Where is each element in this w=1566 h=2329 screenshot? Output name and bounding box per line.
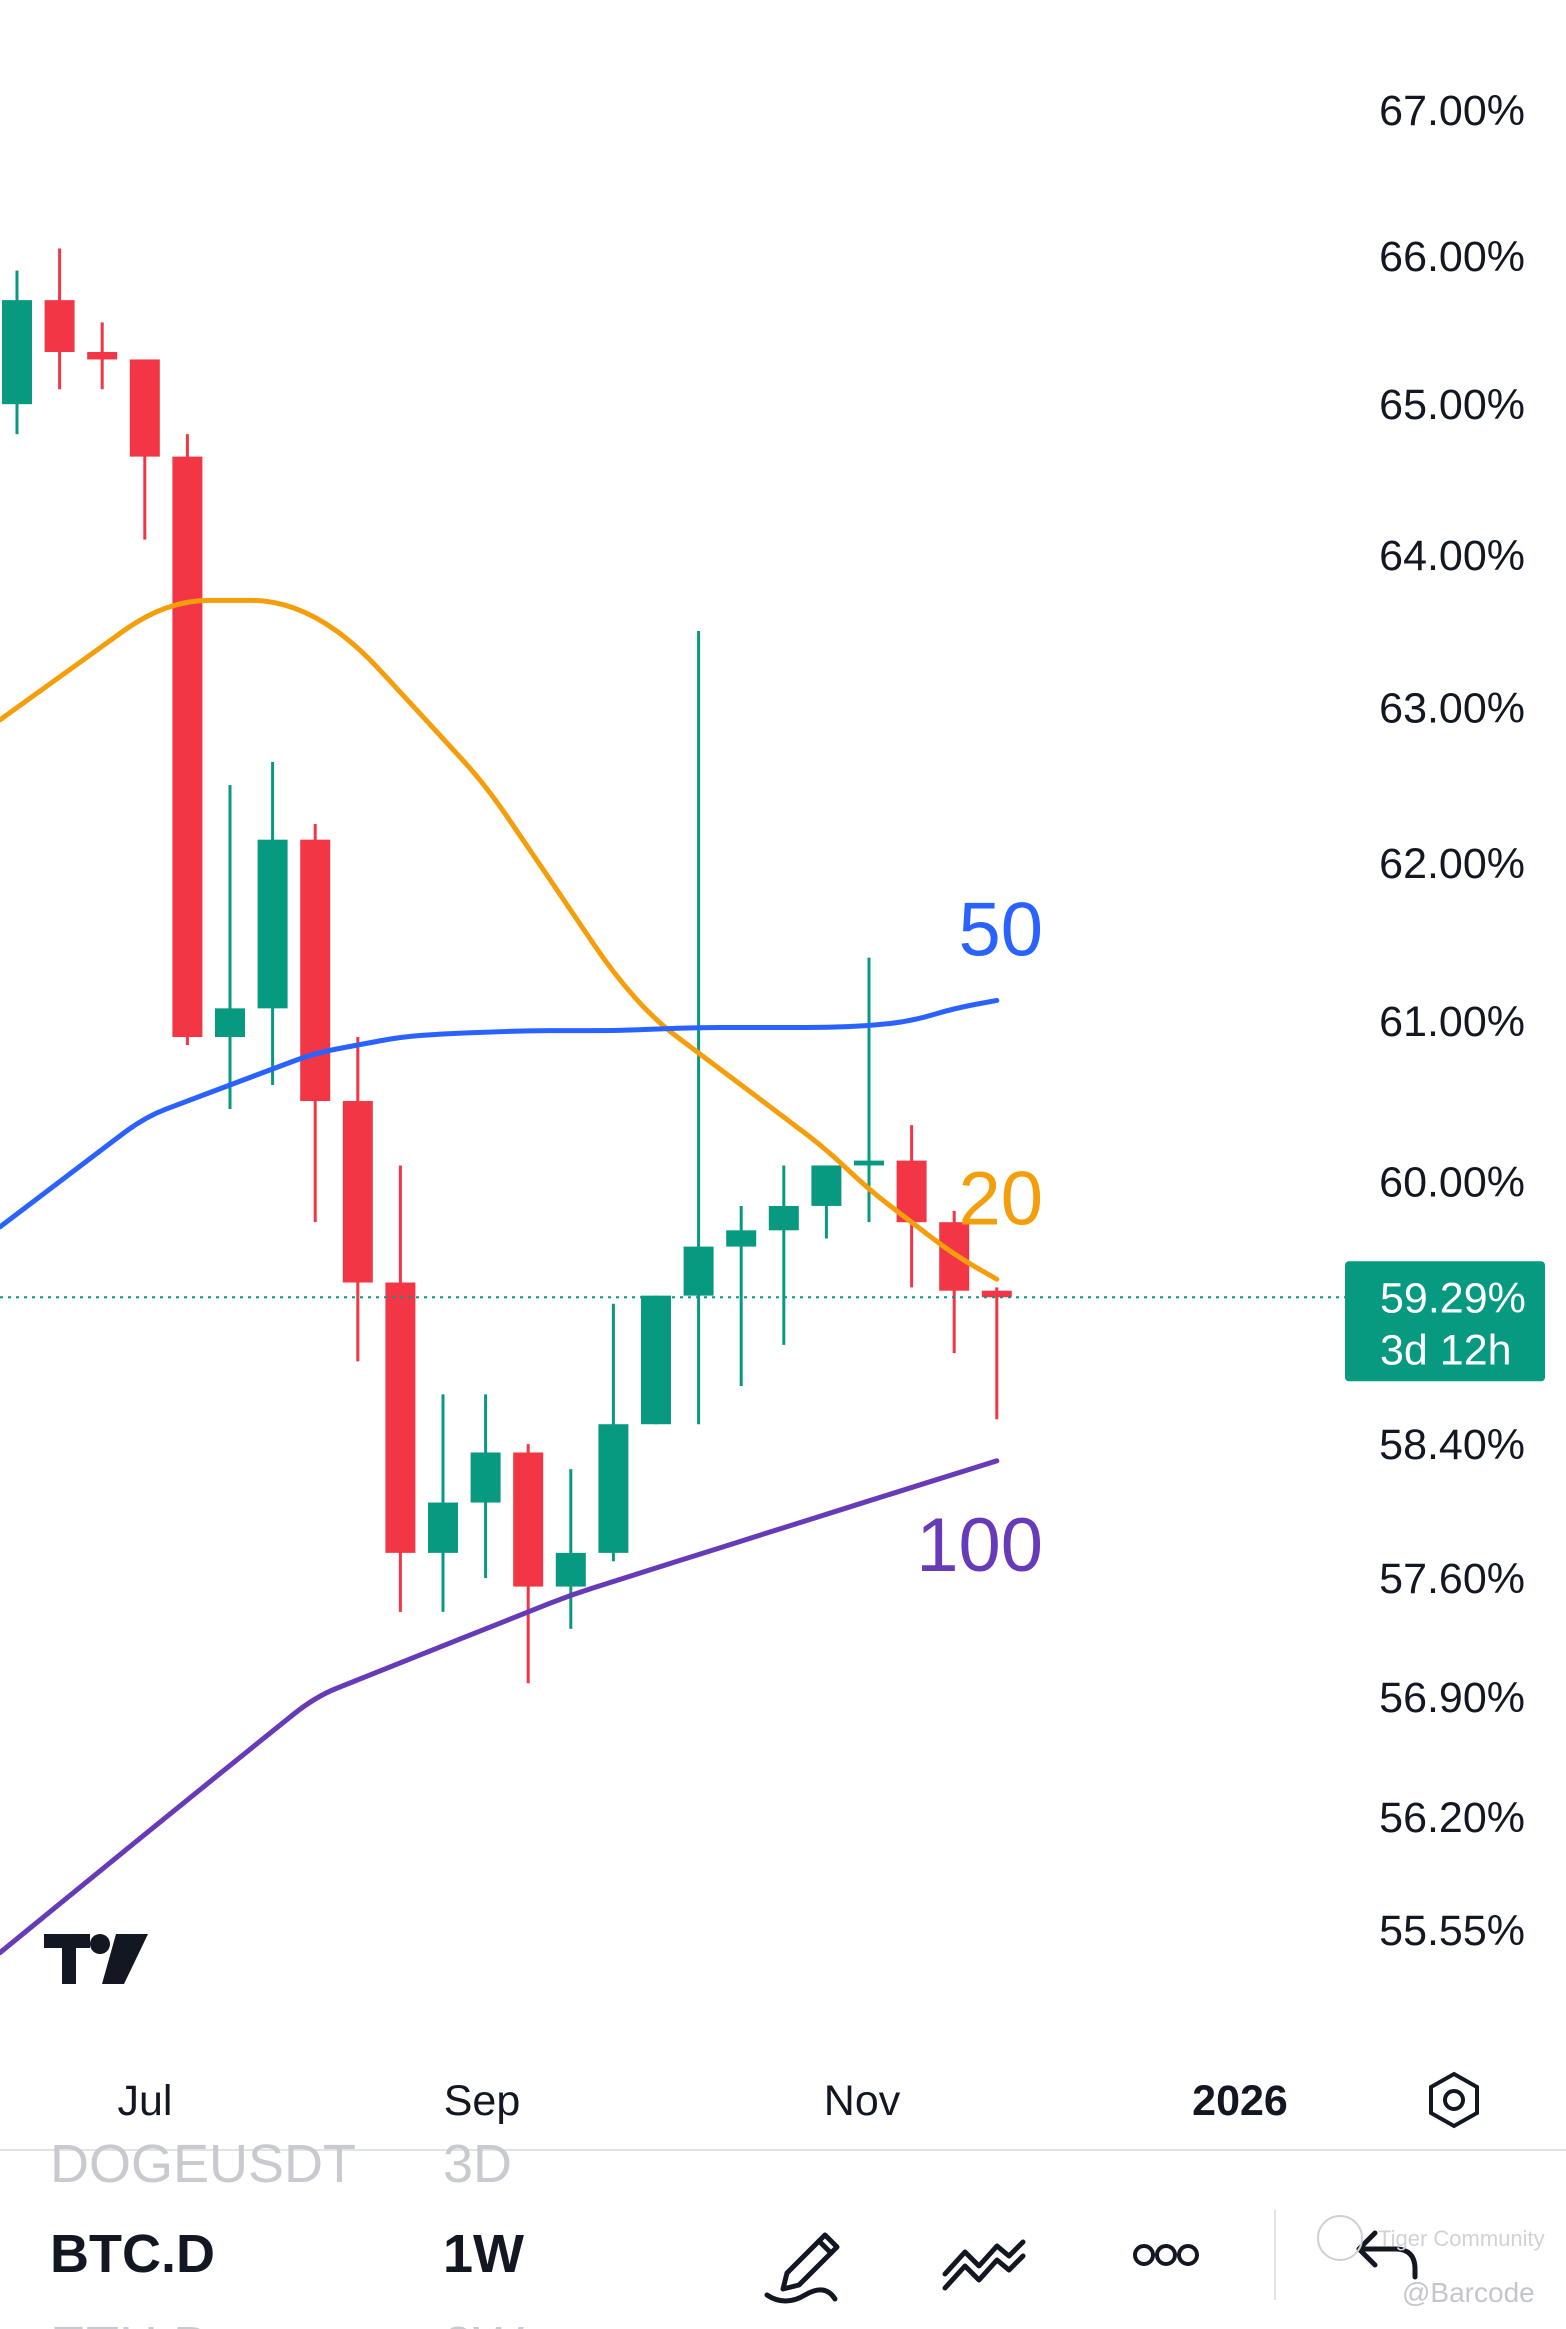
symbol-label[interactable]: BTC.D	[50, 2224, 215, 2284]
settings-hexagon-icon[interactable]	[1429, 2071, 1479, 2129]
prev-interval[interactable]: 3D	[443, 2134, 512, 2194]
candle-body	[683, 1246, 714, 1296]
candle-body	[87, 352, 118, 360]
candle-body	[2, 300, 32, 405]
y-tick-label: 66.00%	[1379, 233, 1525, 281]
candle-body	[257, 839, 288, 1009]
ma-labels: 20 50 100	[916, 887, 1043, 1587]
y-tick-label: 61.00%	[1379, 998, 1525, 1046]
ma-50-label: 50	[958, 887, 1043, 972]
candle-body	[470, 1452, 501, 1503]
y-tick-label: 60.00%	[1379, 1159, 1525, 1207]
y-tick-label: 58.40%	[1379, 1421, 1525, 1469]
y-tick-label: 55.55%	[1379, 1907, 1525, 1955]
y-tick-label: 67.00%	[1379, 87, 1525, 135]
last-price-marker: 59.29% 3d 12h	[0, 1261, 1545, 1382]
more-icon[interactable]	[1133, 2244, 1199, 2266]
candle-body	[598, 1424, 629, 1553]
y-tick-label: 56.20%	[1379, 1794, 1525, 1842]
ma-20-line[interactable]	[0, 597, 1000, 1282]
last-price-badge	[1345, 1261, 1545, 1382]
x-tick-sep: Sep	[444, 2077, 521, 2125]
x-tick-2026: 2026	[1192, 2077, 1288, 2125]
candle[interactable]	[854, 957, 884, 1223]
y-tick-label: 57.60%	[1379, 1555, 1525, 1603]
ma-100-line[interactable]	[0, 1458, 1000, 1956]
candle[interactable]	[385, 1165, 416, 1612]
x-tick-jul: Jul	[118, 2077, 173, 2125]
candle-body	[555, 1552, 586, 1587]
candle[interactable]	[2, 270, 32, 435]
candle-body	[428, 1502, 458, 1553]
y-tick-label: 64.00%	[1379, 532, 1525, 580]
time-axis[interactable]: Jul Sep Nov 2026	[118, 2077, 1288, 2125]
candle-body	[641, 1295, 671, 1425]
price-plot[interactable]	[0, 248, 1012, 1956]
interval-label[interactable]: 1W	[443, 2224, 524, 2284]
candle[interactable]	[44, 248, 75, 390]
candle-body	[215, 1008, 245, 1038]
candle[interactable]	[129, 359, 160, 540]
tradingview-logo	[44, 1934, 148, 1984]
prev-symbol[interactable]: DOGEUSDT	[50, 2134, 356, 2194]
candle-body	[854, 1160, 884, 1166]
next-symbol[interactable]: ETH.D	[50, 2316, 212, 2329]
next-interval[interactable]: 2W	[443, 2316, 524, 2329]
ma-20-label: 20	[958, 1156, 1043, 1241]
candle-body	[129, 359, 160, 457]
candle-body	[342, 1101, 373, 1283]
last-price-value: 59.29%	[1380, 1274, 1526, 1322]
candle-body	[726, 1230, 757, 1247]
watermark-line1: Tiger Community	[1378, 2226, 1545, 2251]
price-axis[interactable]: 68.00%67.00%66.00%65.00%64.00%63.00%62.0…	[1379, 0, 1525, 1955]
candle[interactable]	[598, 1303, 629, 1562]
candle-body	[513, 1452, 544, 1587]
candle[interactable]	[555, 1469, 586, 1629]
bar-countdown: 3d 12h	[1380, 1326, 1512, 1374]
candle[interactable]	[87, 322, 118, 390]
candle-body	[385, 1282, 416, 1553]
ma-100-label: 100	[916, 1503, 1043, 1588]
candle[interactable]	[811, 1165, 842, 1239]
y-tick-label: 63.00%	[1379, 685, 1525, 733]
y-tick-label: 56.90%	[1379, 1674, 1525, 1722]
candle[interactable]	[641, 1295, 671, 1425]
candle[interactable]	[981, 1287, 1012, 1420]
y-tick-label: 65.00%	[1379, 381, 1525, 429]
candle[interactable]	[726, 1205, 757, 1387]
watermark: Tiger Community @Barcode	[1317, 2215, 1545, 2308]
candle[interactable]	[172, 434, 203, 1045]
candle[interactable]	[513, 1444, 544, 1684]
candle[interactable]	[342, 1037, 373, 1362]
draw-pencil-icon[interactable]	[764, 2232, 840, 2304]
watermark-logo	[1317, 2215, 1363, 2261]
candle[interactable]	[215, 785, 245, 1110]
candle-body	[811, 1165, 842, 1206]
y-tick-label: 62.00%	[1379, 840, 1525, 888]
candle[interactable]	[257, 761, 288, 1085]
candle-body	[172, 456, 203, 1038]
candle-body	[768, 1205, 799, 1231]
x-tick-nov: Nov	[824, 2077, 901, 2125]
indicators-icon[interactable]	[942, 2239, 1026, 2291]
candle-body	[300, 839, 331, 1102]
candle[interactable]	[768, 1165, 799, 1345]
candle-body	[981, 1290, 1012, 1298]
candle-body	[44, 300, 75, 353]
candle[interactable]	[470, 1394, 501, 1579]
candle[interactable]	[428, 1394, 458, 1612]
ma-50-line[interactable]	[0, 997, 1000, 1230]
watermark-line2: @Barcode	[1402, 2277, 1535, 2308]
bottom-toolbar: DOGEUSDT 3D BTC.D 1W ETH.D 2W	[50, 2134, 1545, 2329]
